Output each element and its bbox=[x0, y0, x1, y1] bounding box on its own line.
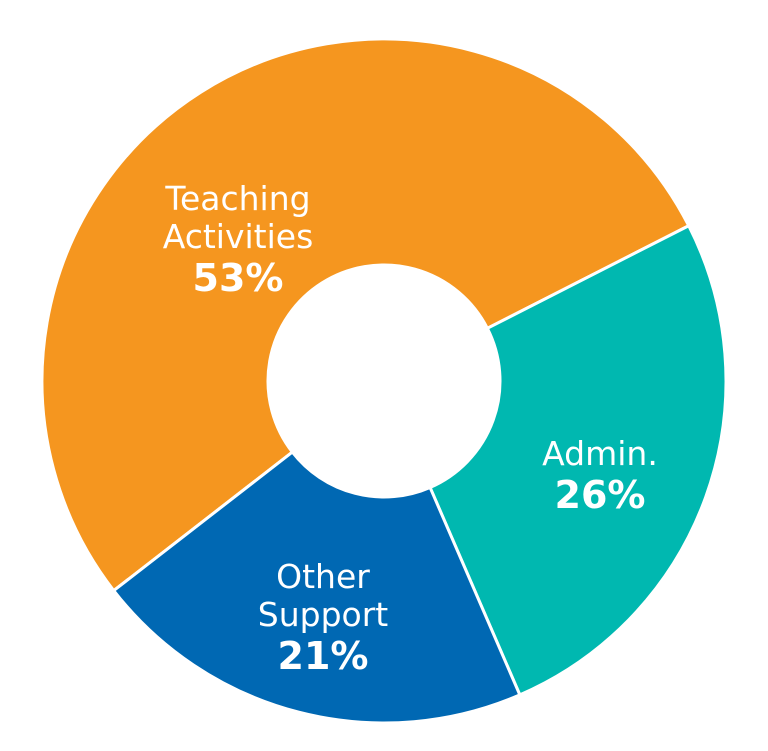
donut-slice bbox=[112, 450, 522, 725]
category-label: Other Support bbox=[257, 557, 389, 634]
value-label: 26% bbox=[554, 473, 646, 517]
value-label: 21% bbox=[277, 634, 369, 678]
donut-slice bbox=[428, 224, 728, 697]
donut-slice bbox=[40, 37, 691, 593]
slice-label: Other Support 21% bbox=[218, 557, 428, 679]
slice-label: Admin. 26% bbox=[495, 434, 705, 518]
slice-label: Teaching Activities 53% bbox=[133, 179, 343, 301]
value-label: 53% bbox=[192, 256, 284, 300]
category-label: Teaching Activities bbox=[162, 179, 314, 256]
category-label: Admin. bbox=[542, 434, 658, 473]
